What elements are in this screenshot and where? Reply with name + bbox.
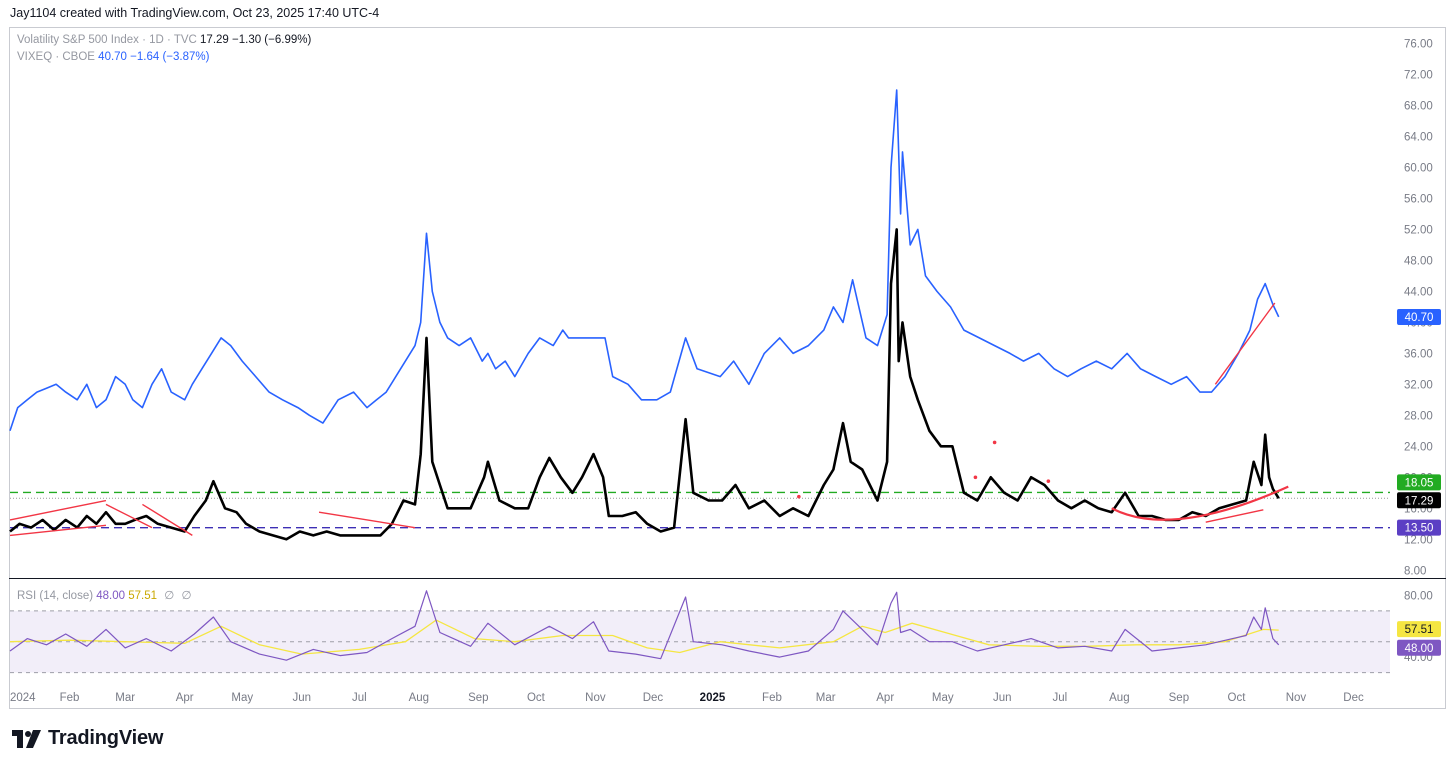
trendline-mar — [142, 503, 193, 536]
x-tick-label: Jul — [1053, 692, 1068, 704]
y-tick-label: 60.00 — [1404, 162, 1433, 174]
price-badges-layer: 40.70 18.05 17.29 13.50 57.51 48.00 — [1397, 308, 1441, 656]
y-tick-label: 36.00 — [1404, 348, 1433, 360]
rsi-tick-label: 80.00 — [1404, 590, 1433, 602]
trendlines-layer — [9, 302, 1289, 537]
level-lines-layer — [10, 491, 1390, 529]
x-tick-label: May — [231, 692, 253, 704]
legend-vixeq-name: VIXEQ · CBOE — [17, 51, 95, 63]
legend-vixeq-value: 40.70 — [98, 51, 127, 63]
legend-rsi-value: 48.00 — [96, 590, 126, 602]
x-tick-label: Aug — [1109, 692, 1129, 704]
x-tick-label: Feb — [60, 692, 80, 704]
y-tick-label: 56.00 — [1404, 193, 1433, 205]
legend-rsi-name: RSI (14, close) — [17, 590, 94, 602]
badge-vix-last: 17.29 — [1405, 495, 1434, 507]
legend-vixeq-change: −1.64 (−3.87%) — [130, 51, 210, 63]
badge-green-level: 18.05 — [1405, 477, 1434, 489]
x-tick-label: Sep — [1169, 692, 1189, 704]
x-tick-label: Mar — [115, 692, 135, 704]
y-tick-label: 44.00 — [1404, 286, 1433, 298]
legend-vix-name: Volatility S&P 500 Index · 1D · TVC — [17, 34, 197, 46]
x-tick-label: Nov — [585, 692, 606, 704]
x-tick-label: Apr — [876, 692, 894, 704]
x-tick-label: Nov — [1286, 692, 1307, 704]
y-tick-label: 32.00 — [1404, 379, 1433, 391]
badge-rsi-ma-bg — [1397, 621, 1441, 638]
x-tick-label: Oct — [527, 692, 546, 704]
y-tick-label: 8.00 — [1404, 565, 1426, 577]
badge-vixeq-last-bg — [1397, 308, 1441, 325]
badge-purple-level-bg — [1397, 519, 1441, 536]
badge-rsi-ma: 57.51 — [1405, 624, 1434, 636]
y-tick-label: 12.00 — [1404, 534, 1433, 546]
x-tick-label: Feb — [762, 692, 782, 704]
rsi-band-layer — [10, 610, 1390, 674]
legend-vix-value: 17.29 — [200, 34, 229, 46]
trendline-vixeq — [1214, 302, 1276, 385]
signal-dot-2 — [973, 475, 978, 480]
trendline-jan-upper — [9, 499, 107, 521]
legend-rsi-symbol-1: ∅ — [164, 590, 175, 602]
series-layer — [9, 89, 1280, 661]
trendline-feb — [105, 503, 153, 529]
x-tick-label: Aug — [409, 692, 429, 704]
x-tick-label: Oct — [1228, 692, 1247, 704]
x-tick-label: Sep — [468, 692, 488, 704]
signal-dot-0 — [797, 494, 801, 499]
y-tick-label: 48.00 — [1404, 255, 1433, 267]
y-tick-label: 72.00 — [1404, 69, 1433, 81]
badge-vix-last-bg — [1397, 492, 1441, 509]
y-tick-label: 24.00 — [1404, 441, 1433, 453]
badge-green-level-bg — [1397, 474, 1441, 491]
signal-dot-1 — [992, 440, 997, 445]
y-tick-label: 52.00 — [1404, 224, 1433, 236]
badge-rsi-bg — [1397, 639, 1441, 656]
tradingview-logo-icon — [12, 729, 41, 748]
y-tick-label: 68.00 — [1404, 100, 1433, 112]
vixeq-line — [9, 89, 1280, 432]
vix-line — [9, 228, 1280, 541]
x-tick-label: Apr — [176, 692, 194, 704]
y-tick-label: 28.00 — [1404, 410, 1433, 422]
axis-layer: 76.00 72.00 68.00 64.00 60.00 56.00 52.00 48.00… — [10, 38, 1433, 704]
badge-vixeq-last: 40.70 — [1405, 312, 1434, 324]
x-tick-label: Jul — [352, 692, 367, 704]
x-tick-label: 2024 — [10, 692, 36, 704]
x-tick-label: Jun — [993, 692, 1012, 704]
trendline-jun — [318, 511, 416, 529]
x-tick-label: May — [932, 692, 954, 704]
legend-rsi-symbol-2: ∅ — [181, 590, 192, 602]
legend-vix-change: −1.30 (−6.99%) — [232, 34, 312, 46]
x-tick-label: 2025 — [700, 692, 726, 704]
x-tick-label: Dec — [1343, 692, 1364, 704]
signal-dot-3 — [1046, 479, 1051, 483]
tradingview-wordmark: TradingView — [48, 727, 164, 749]
chart-credit: Jay1104 created with TradingView.com, Oc… — [10, 6, 380, 20]
badge-rsi: 48.00 — [1405, 643, 1434, 655]
tradingview-brand[interactable]: TradingView — [12, 727, 163, 750]
legend-rsi[interactable]: RSI (14, close) 48.00 57.51 ∅ ∅ — [17, 588, 192, 602]
trendline-vix-short — [1205, 509, 1264, 523]
legend-rsi-ma-value: 57.51 — [128, 590, 158, 602]
x-tick-label: Dec — [643, 692, 664, 704]
trendline-jan-lower — [9, 524, 107, 537]
legend-vix[interactable]: Volatility S&P 500 Index · 1D · TVC 17.2… — [17, 34, 311, 46]
x-tick-label: Jun — [292, 692, 311, 704]
trendline-curve — [1111, 485, 1289, 521]
rsi-line — [9, 590, 1280, 661]
badge-purple-level: 13.50 — [1405, 523, 1434, 535]
chart-frame — [9, 27, 1446, 709]
y-tick-label: 76.00 — [1404, 38, 1433, 50]
x-tick-label: Mar — [816, 692, 836, 704]
y-tick-label: 64.00 — [1404, 131, 1433, 143]
legend-vixeq[interactable]: VIXEQ · CBOE 40.70 −1.64 (−3.87%) — [17, 51, 209, 63]
